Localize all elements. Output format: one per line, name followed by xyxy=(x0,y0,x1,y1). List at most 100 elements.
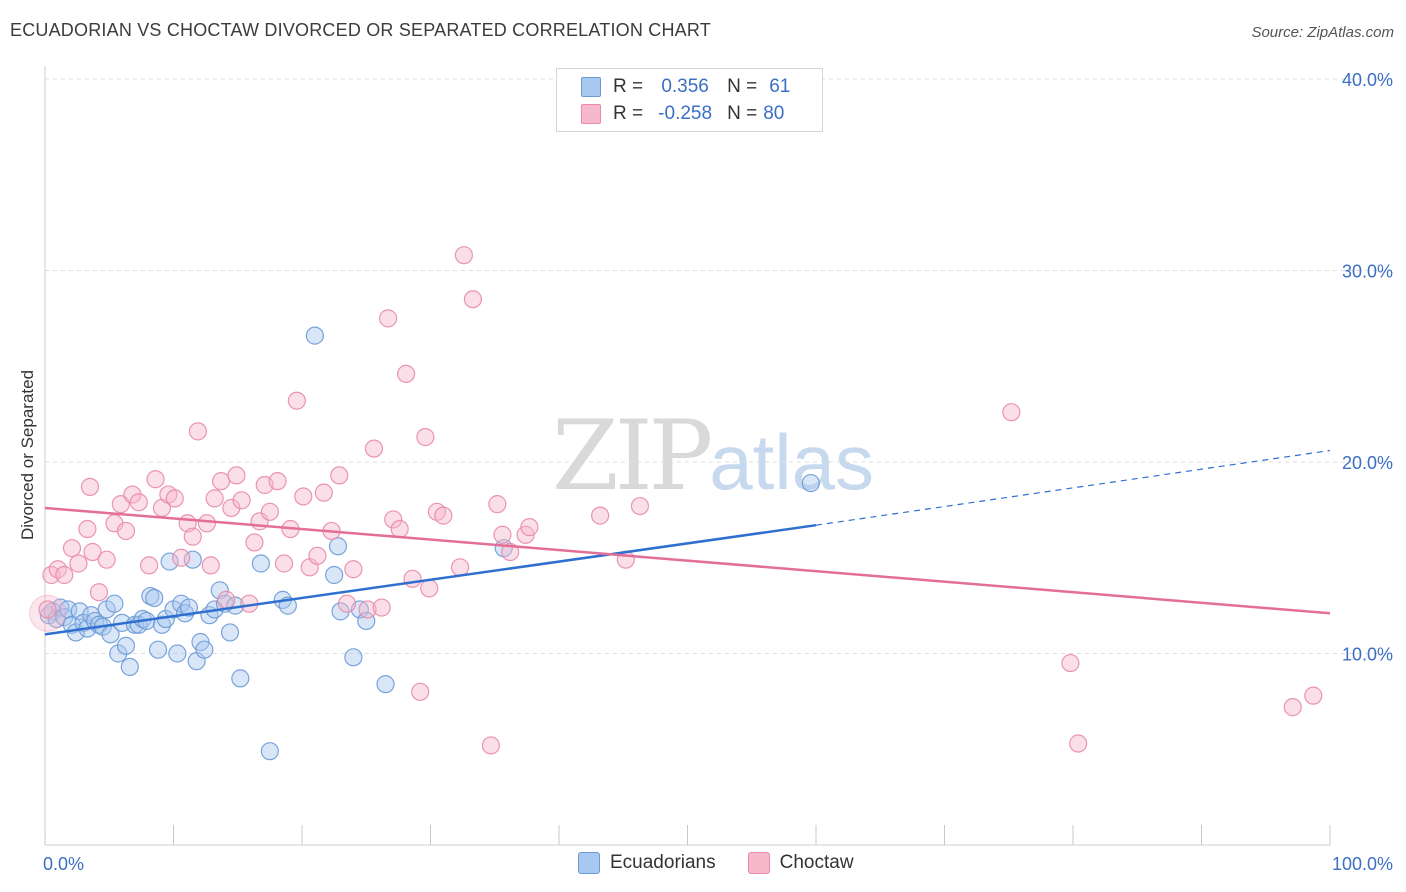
choctaw-points xyxy=(29,246,1323,755)
choctaw-point xyxy=(188,422,208,441)
legend-n-label: N = xyxy=(727,76,758,97)
ecuadorians-point xyxy=(801,473,820,493)
choctaw-point xyxy=(78,519,97,539)
correlation-legend: R = 0.356 N = 61 R = -0.258 N = 80 xyxy=(556,68,823,132)
ecuadorians-point xyxy=(116,636,136,655)
choctaw-point xyxy=(390,519,409,539)
ecuadorians-trend-extension xyxy=(815,449,1331,526)
ecuadorians-points xyxy=(39,326,820,761)
choctaw-point xyxy=(1304,686,1323,705)
choctaw-point xyxy=(411,682,430,701)
choctaw-point xyxy=(358,600,377,619)
legend-r-value-choctaw: -0.258 xyxy=(658,103,713,124)
choctaw-point xyxy=(139,556,159,575)
choctaw-point xyxy=(1061,653,1080,673)
ecuadorians-point xyxy=(109,644,128,663)
legend-item-choctaw[interactable]: Choctaw xyxy=(747,852,854,874)
choctaw-legend-label: Choctaw xyxy=(779,852,854,873)
choctaw-point xyxy=(501,542,520,562)
choctaw-point xyxy=(129,493,148,512)
choctaw-point xyxy=(201,556,220,575)
choctaw-point xyxy=(146,470,165,489)
legend-row-choctaw: R = -0.258 N = 80 xyxy=(581,102,784,126)
legend-n-value-ecuadorians: 61 xyxy=(769,76,791,97)
ecuadorians-point xyxy=(179,598,199,617)
ecuadorians-point xyxy=(183,550,202,569)
source-attribution: Source: ZipAtlas.com xyxy=(1251,24,1394,41)
choctaw-point xyxy=(172,548,191,567)
ecuadorians-point xyxy=(168,644,187,663)
choctaw-point xyxy=(165,489,184,508)
choctaw-point xyxy=(294,487,313,506)
choctaw-point xyxy=(232,491,251,510)
choctaw-point xyxy=(344,560,363,579)
choctaw-point xyxy=(274,554,294,573)
choctaw-point xyxy=(197,514,217,533)
trend-lines xyxy=(44,449,1331,636)
choctaw-point xyxy=(463,290,483,309)
y-tick-label: 30.0% xyxy=(1342,262,1393,282)
choctaw-point xyxy=(29,594,67,632)
choctaw-point xyxy=(38,600,57,619)
legend-n-value-choctaw: 80 xyxy=(763,103,785,124)
legend-item-ecuadorians[interactable]: Ecuadorians xyxy=(578,852,716,874)
tick-labels: 10.0% 20.0% 30.0% 40.0% 0.0% 100.0% xyxy=(43,70,1393,874)
x-tick-label-min: 0.0% xyxy=(43,854,84,874)
choctaw-point xyxy=(630,496,650,516)
choctaw-point xyxy=(116,521,136,541)
choctaw-point xyxy=(55,565,74,585)
choctaw-point xyxy=(434,506,453,525)
choctaw-point xyxy=(205,489,224,508)
choctaw-point xyxy=(245,533,264,552)
choctaw-point xyxy=(83,542,102,562)
series-legend: Ecuadorians Choctaw xyxy=(578,852,886,874)
ecuadorians-point xyxy=(220,623,240,642)
y-tick-label: 40.0% xyxy=(1342,70,1393,90)
choctaw-point xyxy=(591,506,610,525)
ecuadorians-point xyxy=(260,742,279,761)
ecuadorians-point xyxy=(195,640,214,659)
choctaw-point xyxy=(183,527,202,546)
legend-r-label: R = xyxy=(613,76,644,97)
choctaw-point xyxy=(97,550,116,569)
choctaw-point xyxy=(396,364,416,384)
ecuadorians-point xyxy=(344,648,363,667)
choctaw-point xyxy=(80,477,100,496)
legend-r-value-ecuadorians: 0.356 xyxy=(661,76,709,97)
choctaw-point xyxy=(268,472,287,491)
ecuadorians-point xyxy=(105,594,124,613)
choctaw-point xyxy=(520,518,539,537)
choctaw-swatch xyxy=(581,104,601,124)
choctaw-point xyxy=(314,483,333,502)
choctaw-point xyxy=(69,554,88,573)
choctaw-point xyxy=(378,309,398,328)
choctaw-point xyxy=(372,598,391,617)
choctaw-point xyxy=(403,569,422,588)
ecuadorians-point xyxy=(145,588,164,608)
ecuadorians-legend-swatch xyxy=(578,852,600,874)
choctaw-point xyxy=(364,439,384,458)
choctaw-point xyxy=(89,583,109,602)
choctaw-point xyxy=(330,466,349,485)
y-tick-label: 10.0% xyxy=(1342,645,1393,665)
ecuadorians-point xyxy=(70,602,89,621)
axes xyxy=(44,66,1331,846)
choctaw-point xyxy=(450,558,470,577)
choctaw-point xyxy=(287,391,306,410)
choctaw-point xyxy=(337,594,357,613)
ecuadorians-swatch xyxy=(581,77,601,97)
choctaw-point xyxy=(384,510,403,529)
choctaw-point xyxy=(416,428,435,447)
y-axis-label: Divorced or Separated xyxy=(18,369,37,541)
choctaw-point xyxy=(454,246,474,265)
choctaw-point xyxy=(420,579,439,598)
choctaw-trend-line xyxy=(44,506,1331,615)
choctaw-point xyxy=(260,502,279,521)
y-tick-label: 20.0% xyxy=(1342,453,1393,473)
choctaw-point xyxy=(488,495,507,514)
ecuadorians-point xyxy=(148,640,168,659)
choctaw-point xyxy=(211,472,231,491)
choctaw-point xyxy=(227,466,246,485)
watermark-zip: ZIP xyxy=(552,400,713,512)
